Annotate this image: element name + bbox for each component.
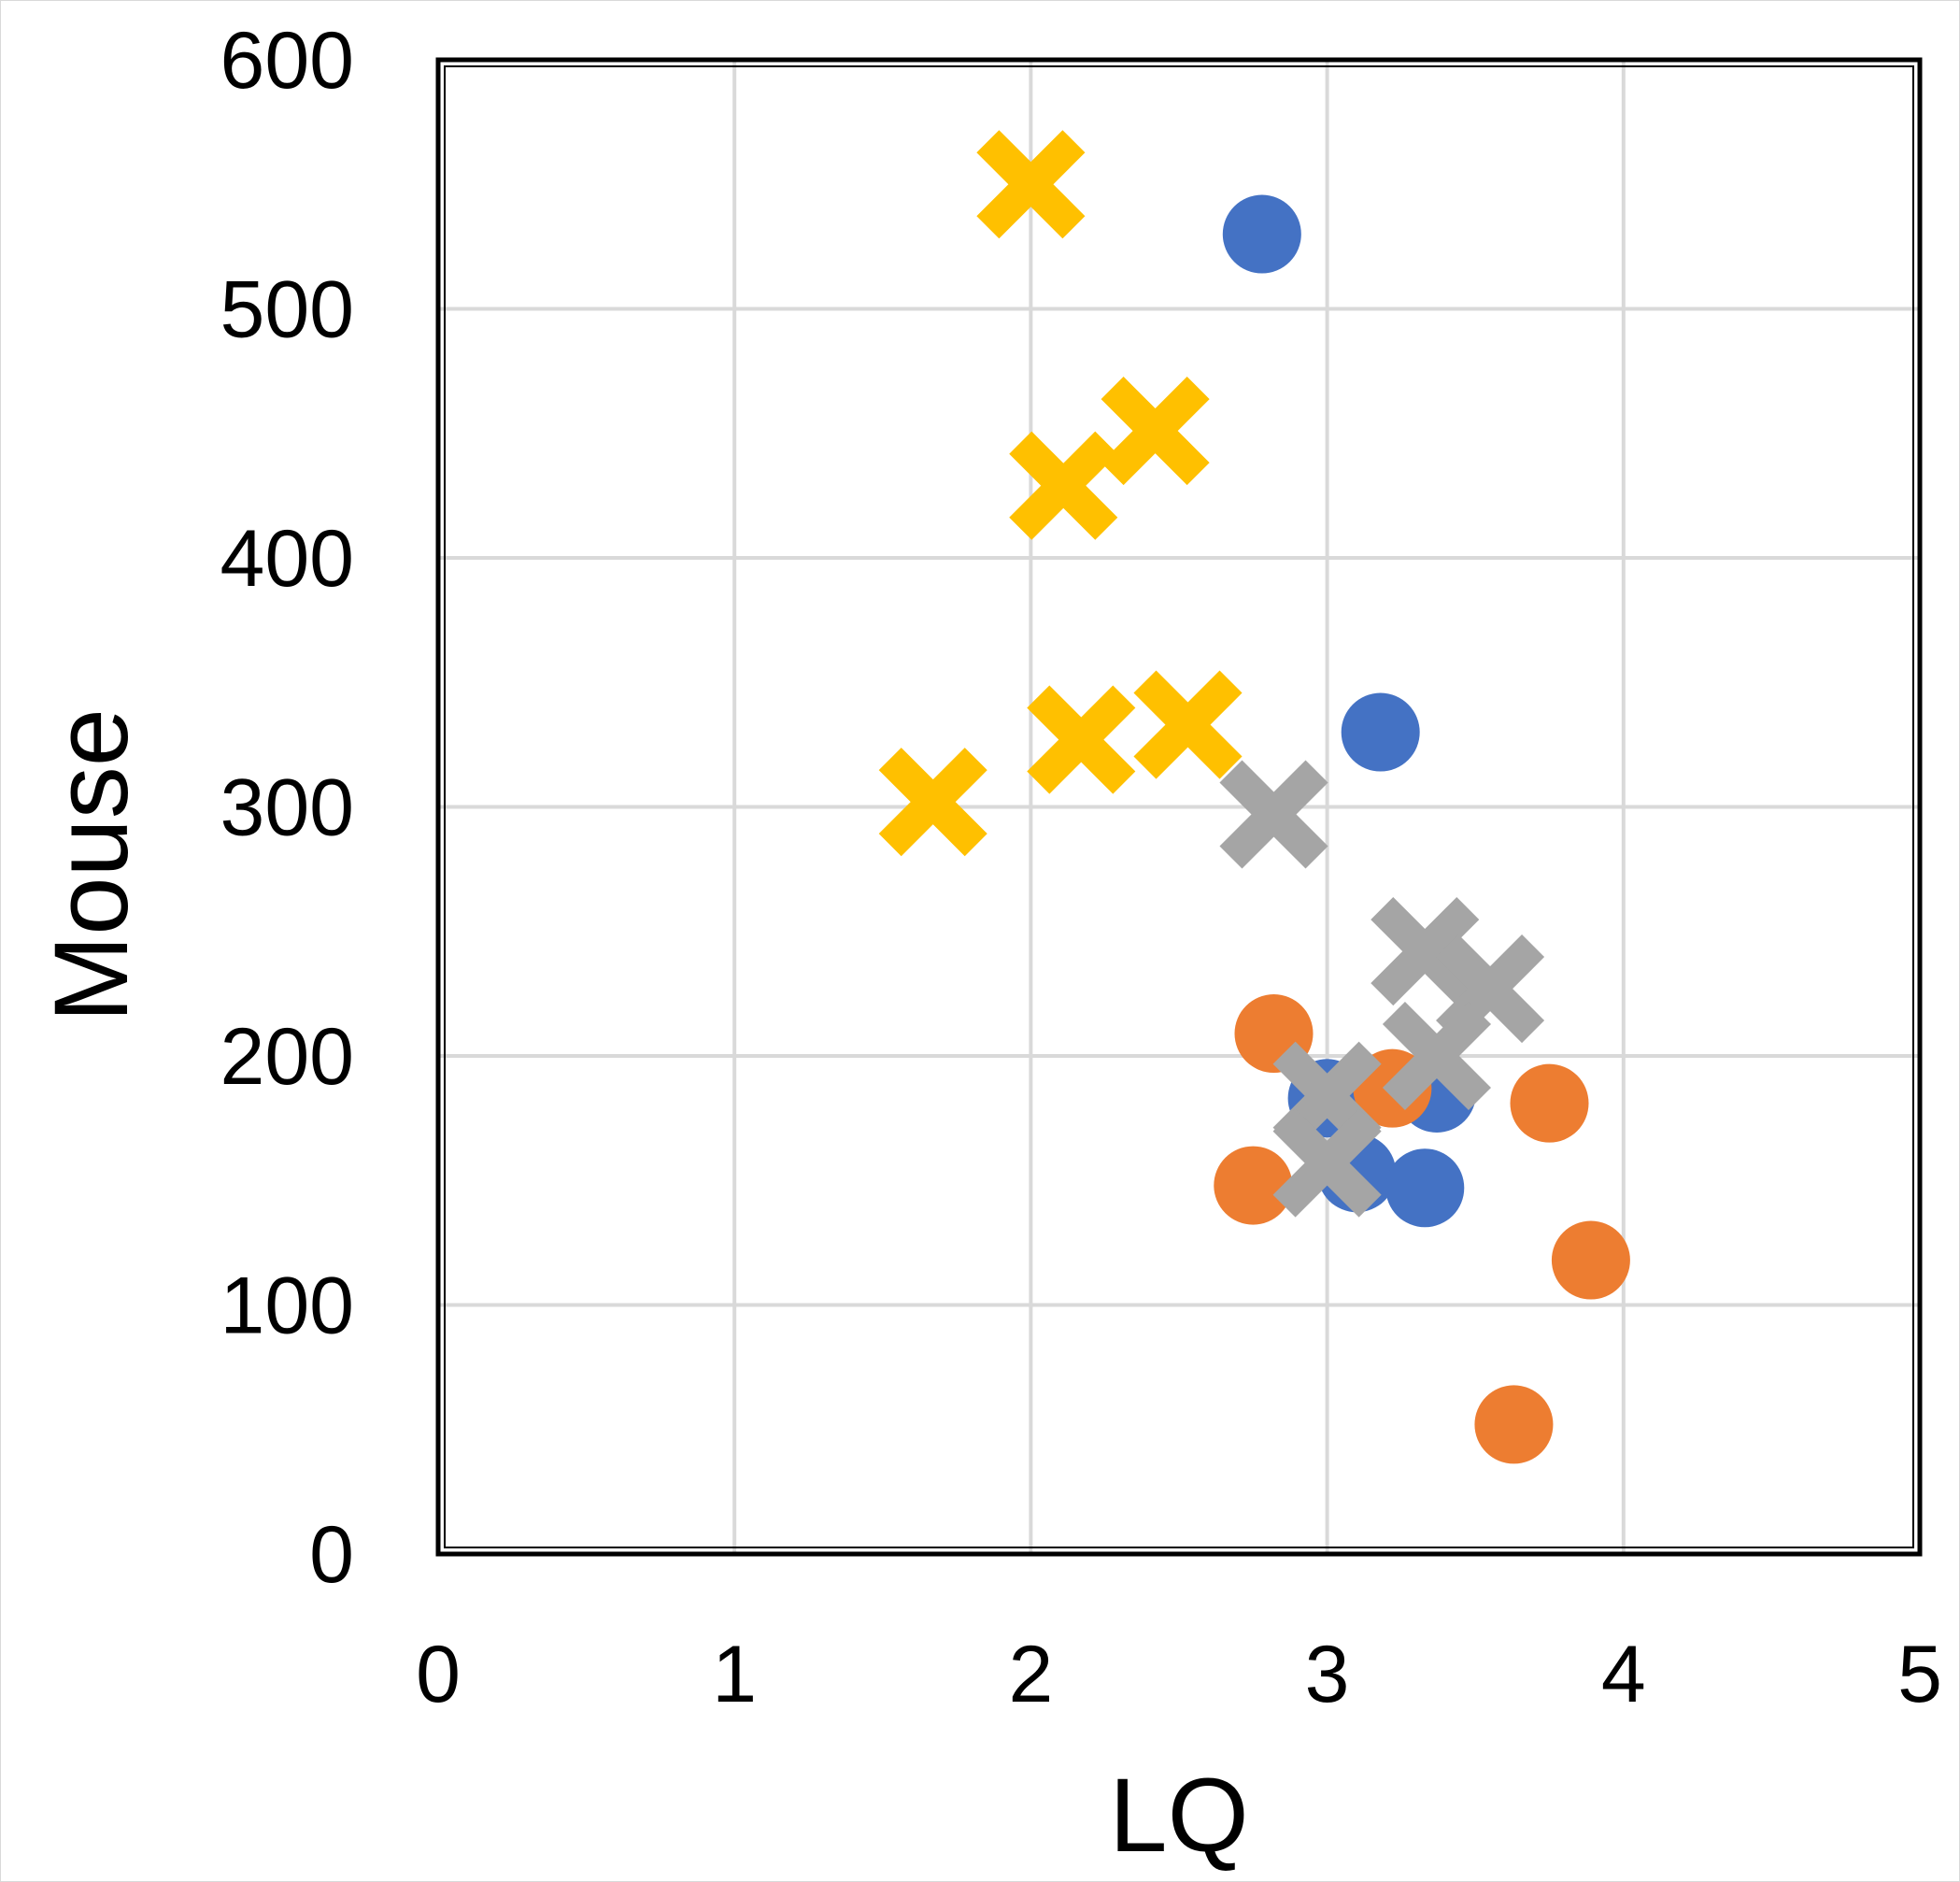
data-point-x bbox=[1371, 897, 1480, 1006]
data-point-x bbox=[1027, 685, 1136, 794]
data-markers bbox=[878, 130, 1630, 1464]
x-tick-label: 5 bbox=[1897, 1630, 1942, 1719]
y-tick-label: 500 bbox=[220, 265, 355, 355]
data-point-x bbox=[1133, 670, 1243, 779]
data-point-x bbox=[1101, 377, 1210, 486]
data-point-circle bbox=[1341, 692, 1420, 772]
x-tick-label: 0 bbox=[416, 1630, 461, 1719]
x-tick-label: 4 bbox=[1601, 1630, 1646, 1719]
y-tick-label: 300 bbox=[220, 763, 355, 853]
data-point-circle bbox=[1551, 1220, 1630, 1300]
x-tick-label: 1 bbox=[712, 1630, 757, 1719]
data-point-x bbox=[1272, 1041, 1382, 1150]
x-axis-title: LQ bbox=[1109, 1757, 1248, 1874]
plot-frame bbox=[435, 57, 1923, 1557]
x-tick-label: 2 bbox=[1008, 1630, 1053, 1719]
data-point-circle bbox=[1510, 1063, 1589, 1143]
data-point-x bbox=[1272, 1108, 1382, 1218]
y-tick-label: 0 bbox=[309, 1510, 354, 1600]
y-tick-label: 400 bbox=[220, 514, 355, 604]
y-axis-title: Mouse bbox=[33, 708, 149, 1022]
y-tick-label: 600 bbox=[220, 16, 355, 106]
plot-frame-inner bbox=[444, 65, 1914, 1548]
axes bbox=[435, 57, 1923, 1557]
data-point-circle bbox=[1214, 1146, 1293, 1225]
data-point-x bbox=[1382, 1001, 1492, 1111]
gridlines bbox=[436, 58, 1922, 1556]
data-point-x bbox=[1219, 760, 1328, 869]
data-point-x bbox=[976, 130, 1086, 239]
data-point-x bbox=[1009, 431, 1118, 540]
x-tick-label: 3 bbox=[1305, 1630, 1350, 1719]
data-point-circle bbox=[1385, 1148, 1465, 1228]
y-tick-label: 100 bbox=[220, 1262, 355, 1351]
tick-labels: 0 1 2 3 4 5 0 100 200 300 400 500 600 bbox=[220, 16, 1942, 1719]
data-point-circle bbox=[1474, 1385, 1554, 1464]
y-tick-label: 200 bbox=[220, 1012, 355, 1102]
data-point-circle bbox=[1222, 194, 1301, 274]
data-point-x bbox=[878, 748, 987, 857]
